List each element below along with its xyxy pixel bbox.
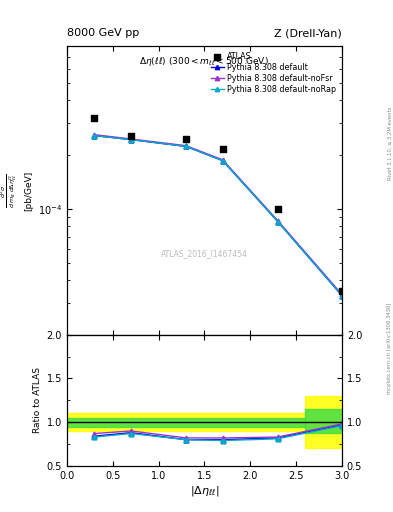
Pythia 8.308 default	[220, 158, 225, 164]
Pythia 8.308 default	[184, 143, 188, 150]
Bar	[305, 409, 342, 433]
Pythia 8.308 default-noRap	[184, 143, 188, 150]
Pythia 8.308 default-noRap	[275, 219, 280, 225]
Y-axis label: Ratio to ATLAS: Ratio to ATLAS	[33, 367, 42, 433]
ATLAS	[220, 145, 226, 153]
ATLAS	[339, 287, 345, 295]
Pythia 8.308 default-noRap	[220, 158, 225, 164]
Pythia 8.308 default-noFsr	[92, 132, 97, 138]
Legend: ATLAS, Pythia 8.308 default, Pythia 8.308 default-noFsr, Pythia 8.308 default-no: ATLAS, Pythia 8.308 default, Pythia 8.30…	[209, 50, 338, 95]
Pythia 8.308 default-noFsr	[220, 157, 225, 163]
Text: $\Delta\eta(\ell\ell)\ (300 < m_{\ell\ell} < 500\ \mathrm{GeV})$: $\Delta\eta(\ell\ell)\ (300 < m_{\ell\el…	[140, 55, 269, 68]
Pythia 8.308 default-noFsr	[340, 291, 344, 297]
Pythia 8.308 default-noFsr	[129, 136, 133, 142]
Text: 8000 GeV pp: 8000 GeV pp	[67, 28, 139, 38]
Bar	[67, 418, 305, 426]
Pythia 8.308 default	[92, 133, 97, 139]
Pythia 8.308 default-noRap	[129, 137, 133, 143]
ATLAS	[128, 132, 134, 140]
Pythia 8.308 default	[129, 137, 133, 143]
Text: Z (Drell-Yan): Z (Drell-Yan)	[274, 28, 342, 38]
Y-axis label: $\frac{d^2\sigma}{d\,m_{\ell\ell}\,d\Delta\eta_{\ell\ell}^{\ell\ell}}$
[pb/GeV]: $\frac{d^2\sigma}{d\,m_{\ell\ell}\,d\Del…	[0, 170, 33, 210]
Bar	[67, 413, 305, 431]
Line: Pythia 8.308 default-noFsr: Pythia 8.308 default-noFsr	[92, 132, 344, 297]
Text: mcplots.cern.ch [arXiv:1306.3436]: mcplots.cern.ch [arXiv:1306.3436]	[387, 303, 392, 394]
Text: Rivet 3.1.10, ≥ 3.2M events: Rivet 3.1.10, ≥ 3.2M events	[387, 106, 392, 180]
Pythia 8.308 default-noFsr	[275, 218, 280, 224]
Pythia 8.308 default	[340, 292, 344, 298]
Bar	[305, 396, 342, 449]
X-axis label: $|\Delta\eta_{\ell\ell}|$: $|\Delta\eta_{\ell\ell}|$	[190, 483, 219, 498]
Line: Pythia 8.308 default-noRap: Pythia 8.308 default-noRap	[92, 133, 344, 298]
Line: Pythia 8.308 default: Pythia 8.308 default	[92, 133, 344, 298]
Pythia 8.308 default	[275, 219, 280, 225]
Pythia 8.308 default-noRap	[92, 133, 97, 139]
Pythia 8.308 default-noFsr	[184, 143, 188, 149]
ATLAS	[183, 135, 189, 143]
Pythia 8.308 default-noRap	[340, 292, 344, 298]
ATLAS	[91, 114, 97, 122]
ATLAS	[275, 205, 281, 213]
Text: ATLAS_2016_I1467454: ATLAS_2016_I1467454	[161, 249, 248, 259]
